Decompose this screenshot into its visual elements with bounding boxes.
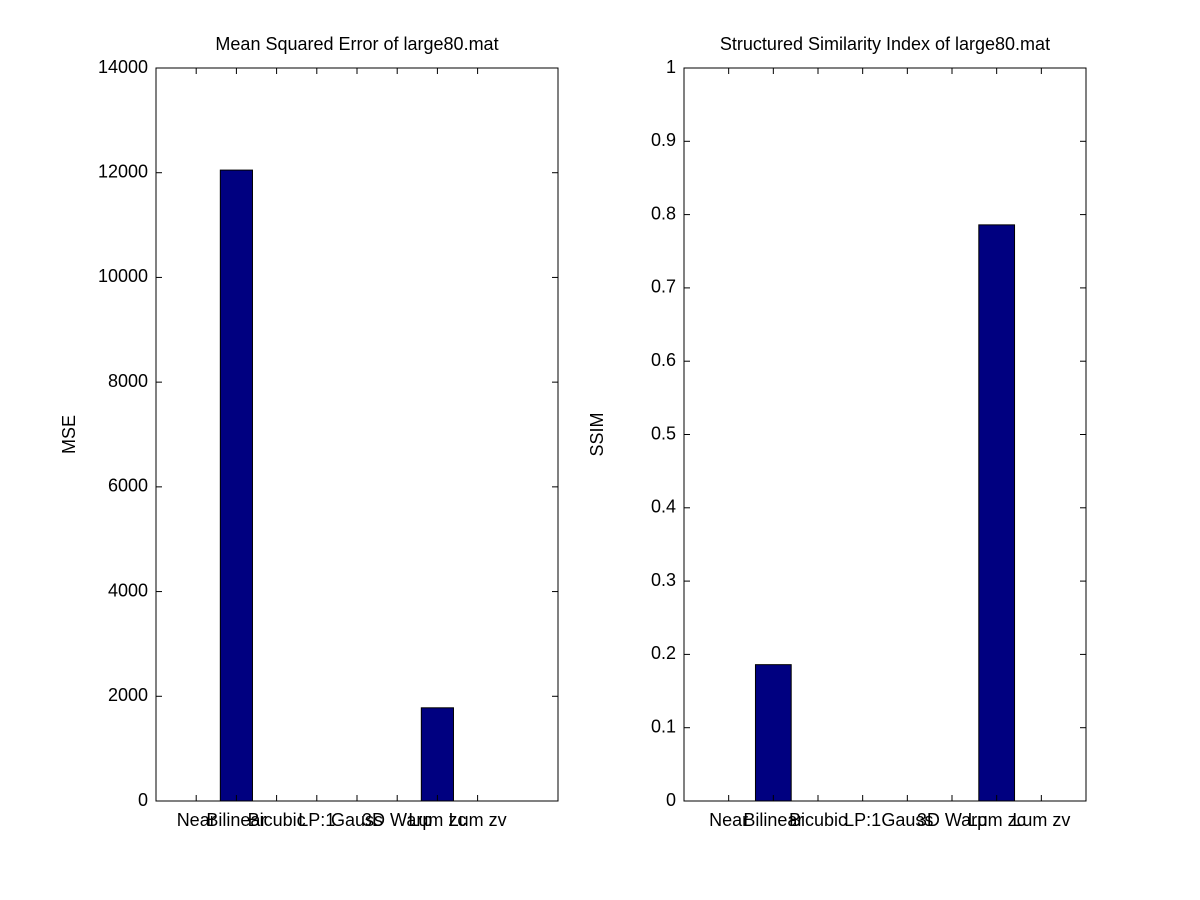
chart-title: Structured Similarity Index of large80.m… (720, 34, 1050, 54)
bar (219, 169, 253, 802)
y-tick-label: 0.3 (651, 570, 676, 590)
x-tick-label: 3D Warp (917, 810, 987, 830)
x-tick-label: Lum zc (968, 810, 1026, 830)
x-tick-label: Lum zv (449, 810, 507, 830)
plot-area (684, 68, 1086, 801)
y-axis-label: SSIM (587, 412, 607, 456)
x-tick-label: Bilinear (206, 810, 266, 830)
y-tick-label: 0.8 (651, 203, 676, 223)
y-tick-label: 0.4 (651, 497, 676, 517)
y-tick-label: 0.1 (651, 716, 676, 736)
y-tick-label: 12000 (98, 161, 148, 181)
x-tick-label: Near (709, 810, 748, 830)
x-tick-label: Gauss (881, 810, 933, 830)
x-tick-label: 3D Warp (362, 810, 432, 830)
x-tick-label: LP:1 (844, 810, 881, 830)
y-tick-label: 8000 (108, 371, 148, 391)
x-tick-label: Bicubic (248, 810, 306, 830)
x-tick-label: Lum zc (408, 810, 466, 830)
bar (754, 664, 792, 802)
y-tick-label: 0 (666, 790, 676, 810)
axes-box (155, 67, 559, 802)
x-tick-label: LP:1 (298, 810, 335, 830)
y-tick-label: 0.9 (651, 130, 676, 150)
y-tick-label: 0.7 (651, 277, 676, 297)
y-tick-label: 6000 (108, 476, 148, 496)
chart-title: Mean Squared Error of large80.mat (215, 34, 498, 54)
y-tick-label: 0.6 (651, 350, 676, 370)
bar (420, 707, 454, 802)
y-tick-label: 2000 (108, 685, 148, 705)
y-tick-label: 14000 (98, 57, 148, 77)
x-tick-label: Lum zv (1012, 810, 1070, 830)
y-tick-label: 0.2 (651, 643, 676, 663)
x-tick-label: Gauss (331, 810, 383, 830)
y-tick-label: 0.5 (651, 423, 676, 443)
y-tick-label: 0 (138, 790, 148, 810)
plot-area (156, 68, 558, 801)
x-tick-label: Near (177, 810, 216, 830)
y-tick-label: 1 (666, 57, 676, 77)
y-tick-label: 10000 (98, 266, 148, 286)
y-axis-label: MSE (59, 415, 79, 454)
axes-box (683, 67, 1087, 802)
y-tick-label: 4000 (108, 580, 148, 600)
x-tick-label: Bilinear (743, 810, 803, 830)
bar (978, 224, 1016, 802)
x-tick-label: Bicubic (789, 810, 847, 830)
